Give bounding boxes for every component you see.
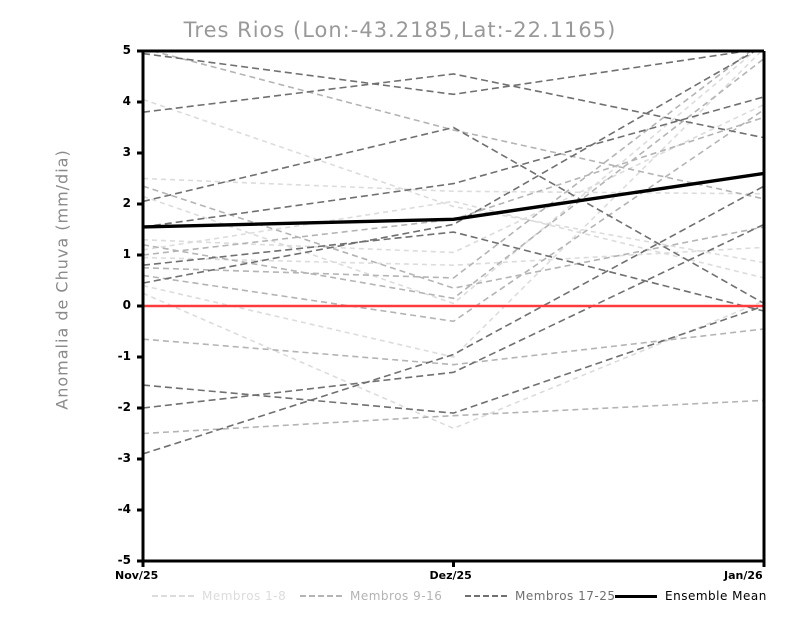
series-line-membro-16 — [143, 108, 764, 323]
series-line-membro-22 — [143, 305, 764, 414]
legend-label: Ensemble Mean — [665, 589, 767, 603]
chart-legend: Membros 1-8 Membros 9-16 Membros 17-25 Ense… — [0, 586, 800, 608]
series-line-membro-11 — [143, 328, 764, 366]
series-line-membro-13 — [143, 51, 752, 279]
y-axis-tick-label: -5 — [117, 553, 131, 567]
series-line-membro-7 — [143, 177, 764, 195]
legend-item[interactable]: Membros 9-16 — [300, 586, 442, 606]
legend-item[interactable]: Membros 17-25 — [465, 586, 616, 606]
series-line-membro-17 — [143, 51, 753, 96]
series-line-membro-6 — [143, 51, 763, 358]
y-axis-tick-label: 4 — [122, 94, 131, 108]
y-axis-tick-label: 5 — [122, 43, 131, 57]
legend-swatch-solid — [615, 594, 657, 598]
x-axis-tick-label: Jan/26 — [724, 569, 763, 582]
legend-label: Membros 9-16 — [350, 589, 443, 603]
y-axis-tick-label: -2 — [117, 400, 131, 414]
legend-swatch-dashed — [465, 595, 507, 597]
series-line-membro-8 — [143, 292, 764, 430]
y-axis-tick-label: 3 — [122, 145, 131, 159]
legend-item[interactable]: Membros 1-8 — [152, 586, 286, 606]
legend-label: Membros 1-8 — [202, 589, 287, 603]
x-axis-tick-label: Nov/25 — [115, 569, 159, 582]
series-line-membro-4 — [143, 246, 764, 267]
series-line-membro-25 — [143, 73, 764, 139]
legend-label: Membros 17-25 — [515, 589, 616, 603]
y-axis-tick-label: -4 — [117, 502, 131, 516]
series-line-membro-2 — [143, 103, 764, 254]
page-title: Tres Rios (Lon:-43.2185,Lat:-22.1165) — [183, 18, 617, 42]
series-line-membro-1 — [143, 51, 757, 305]
series-line-membro-23 — [143, 51, 757, 284]
series-line-membro-24 — [143, 223, 764, 409]
series-line-membro-20 — [143, 231, 764, 312]
y-axis-tick-label: -1 — [117, 349, 131, 363]
series-line-membro-19 — [143, 96, 764, 228]
series-line-membro-14 — [143, 399, 764, 435]
y-axis-tick-label: 1 — [122, 247, 131, 261]
series-line-membro-3 — [143, 200, 764, 279]
series-line-ensemble-mean — [143, 171, 764, 229]
series-line-membro-12 — [149, 51, 764, 200]
series-line-membro-5 — [143, 98, 764, 264]
legend-swatch-dashed — [300, 595, 342, 597]
y-axis-tick-label: 0 — [122, 298, 131, 312]
series-line-membro-9 — [143, 58, 764, 300]
x-axis-tick-label: Dez/25 — [429, 569, 472, 582]
legend-item[interactable]: Ensemble Mean — [615, 586, 767, 606]
legend-swatch-dashed — [152, 595, 194, 597]
y-axis-tick-label: 2 — [122, 196, 131, 210]
y-axis-tick-label: -3 — [117, 451, 131, 465]
series-group — [143, 51, 764, 455]
series-line-membro-18 — [143, 126, 764, 305]
series-line-membro-21 — [143, 185, 764, 455]
